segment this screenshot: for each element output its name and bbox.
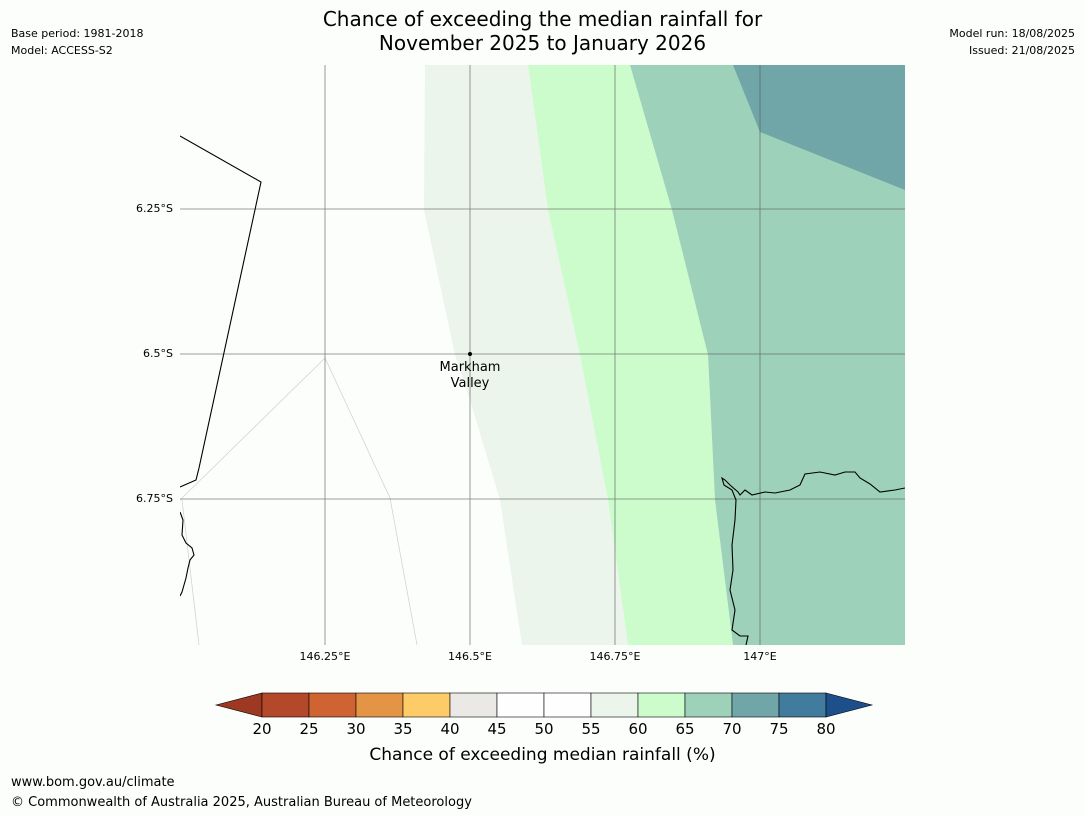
colorbar-tick-label: 60 (628, 720, 648, 738)
colorbar-segment (308, 692, 357, 718)
coastline-west (180, 511, 195, 597)
colorbar-segment (402, 692, 451, 718)
colorbar-tick-label: 65 (675, 720, 695, 738)
title-line-1: Chance of exceeding the median rainfall … (322, 7, 763, 31)
zone-65-70 (630, 65, 905, 645)
zone-70-75 (733, 65, 905, 190)
colorbar-segment (543, 692, 592, 718)
model-name: Model: ACCESS-S2 (11, 44, 113, 57)
colorbar-tick-label: 30 (346, 720, 366, 738)
colorbar-tick-label: 75 (769, 720, 789, 738)
border-line (180, 135, 262, 488)
footer-url[interactable]: www.bom.gov.au/climate (11, 775, 175, 790)
place-label: Markham Valley (420, 360, 520, 392)
colorbar-tick-label: 25 (299, 720, 319, 738)
base-period: Base period: 1981-2018 (11, 27, 144, 40)
colorbar-segment (590, 692, 639, 718)
footer-copyright: © Commonwealth of Australia 2025, Austra… (11, 795, 472, 810)
colorbar-segment (449, 692, 498, 718)
colorbar-segment (637, 692, 686, 718)
colorbar-segment (684, 692, 733, 718)
lat-label: 6.25°S (136, 202, 173, 215)
colorbar-tick-label: 35 (393, 720, 413, 738)
model-run-date: Model run: 18/08/2025 (949, 27, 1075, 40)
colorbar-tick-label: 70 (722, 720, 742, 738)
colorbar-segment (496, 692, 545, 718)
colorbar-segment (731, 692, 780, 718)
lon-label: 146.75°E (589, 650, 641, 663)
colorbar-tick-label: 40 (440, 720, 460, 738)
contour-line (180, 357, 418, 645)
title-line-2: November 2025 to January 2026 (378, 31, 707, 55)
colorbar-tick-label: 55 (581, 720, 601, 738)
colorbar-tick-label: 50 (534, 720, 554, 738)
colorbar-tick-label: 20 (252, 720, 272, 738)
lat-label: 6.5°S (143, 347, 173, 360)
lon-label: 146.25°E (299, 650, 351, 663)
colorbar-segment (355, 692, 404, 718)
colorbar-extend-low (214, 692, 263, 718)
page-title: Chance of exceeding the median rainfall … (0, 7, 1085, 55)
zone-55-60 (424, 65, 628, 645)
contour-line (181, 499, 200, 645)
colorbar-tick-label: 80 (816, 720, 836, 738)
lon-label: 147°E (743, 650, 777, 663)
coastline-east (721, 471, 905, 645)
place-name-line-2: Valley (450, 376, 490, 391)
issued-date: Issued: 21/08/2025 (968, 44, 1075, 57)
colorbar-tick-label: 45 (487, 720, 507, 738)
colorbar (214, 692, 874, 718)
lat-label: 6.75°S (136, 492, 173, 505)
colorbar-segment (261, 692, 310, 718)
colorbar-title: Chance of exceeding median rainfall (%) (369, 745, 716, 765)
colorbar-segment (778, 692, 827, 718)
place-name-line-1: Markham (439, 360, 501, 375)
place-marker (468, 352, 472, 356)
lon-label: 146.5°E (448, 650, 492, 663)
colorbar-extend-high (825, 692, 874, 718)
zone-60-65 (528, 65, 733, 645)
